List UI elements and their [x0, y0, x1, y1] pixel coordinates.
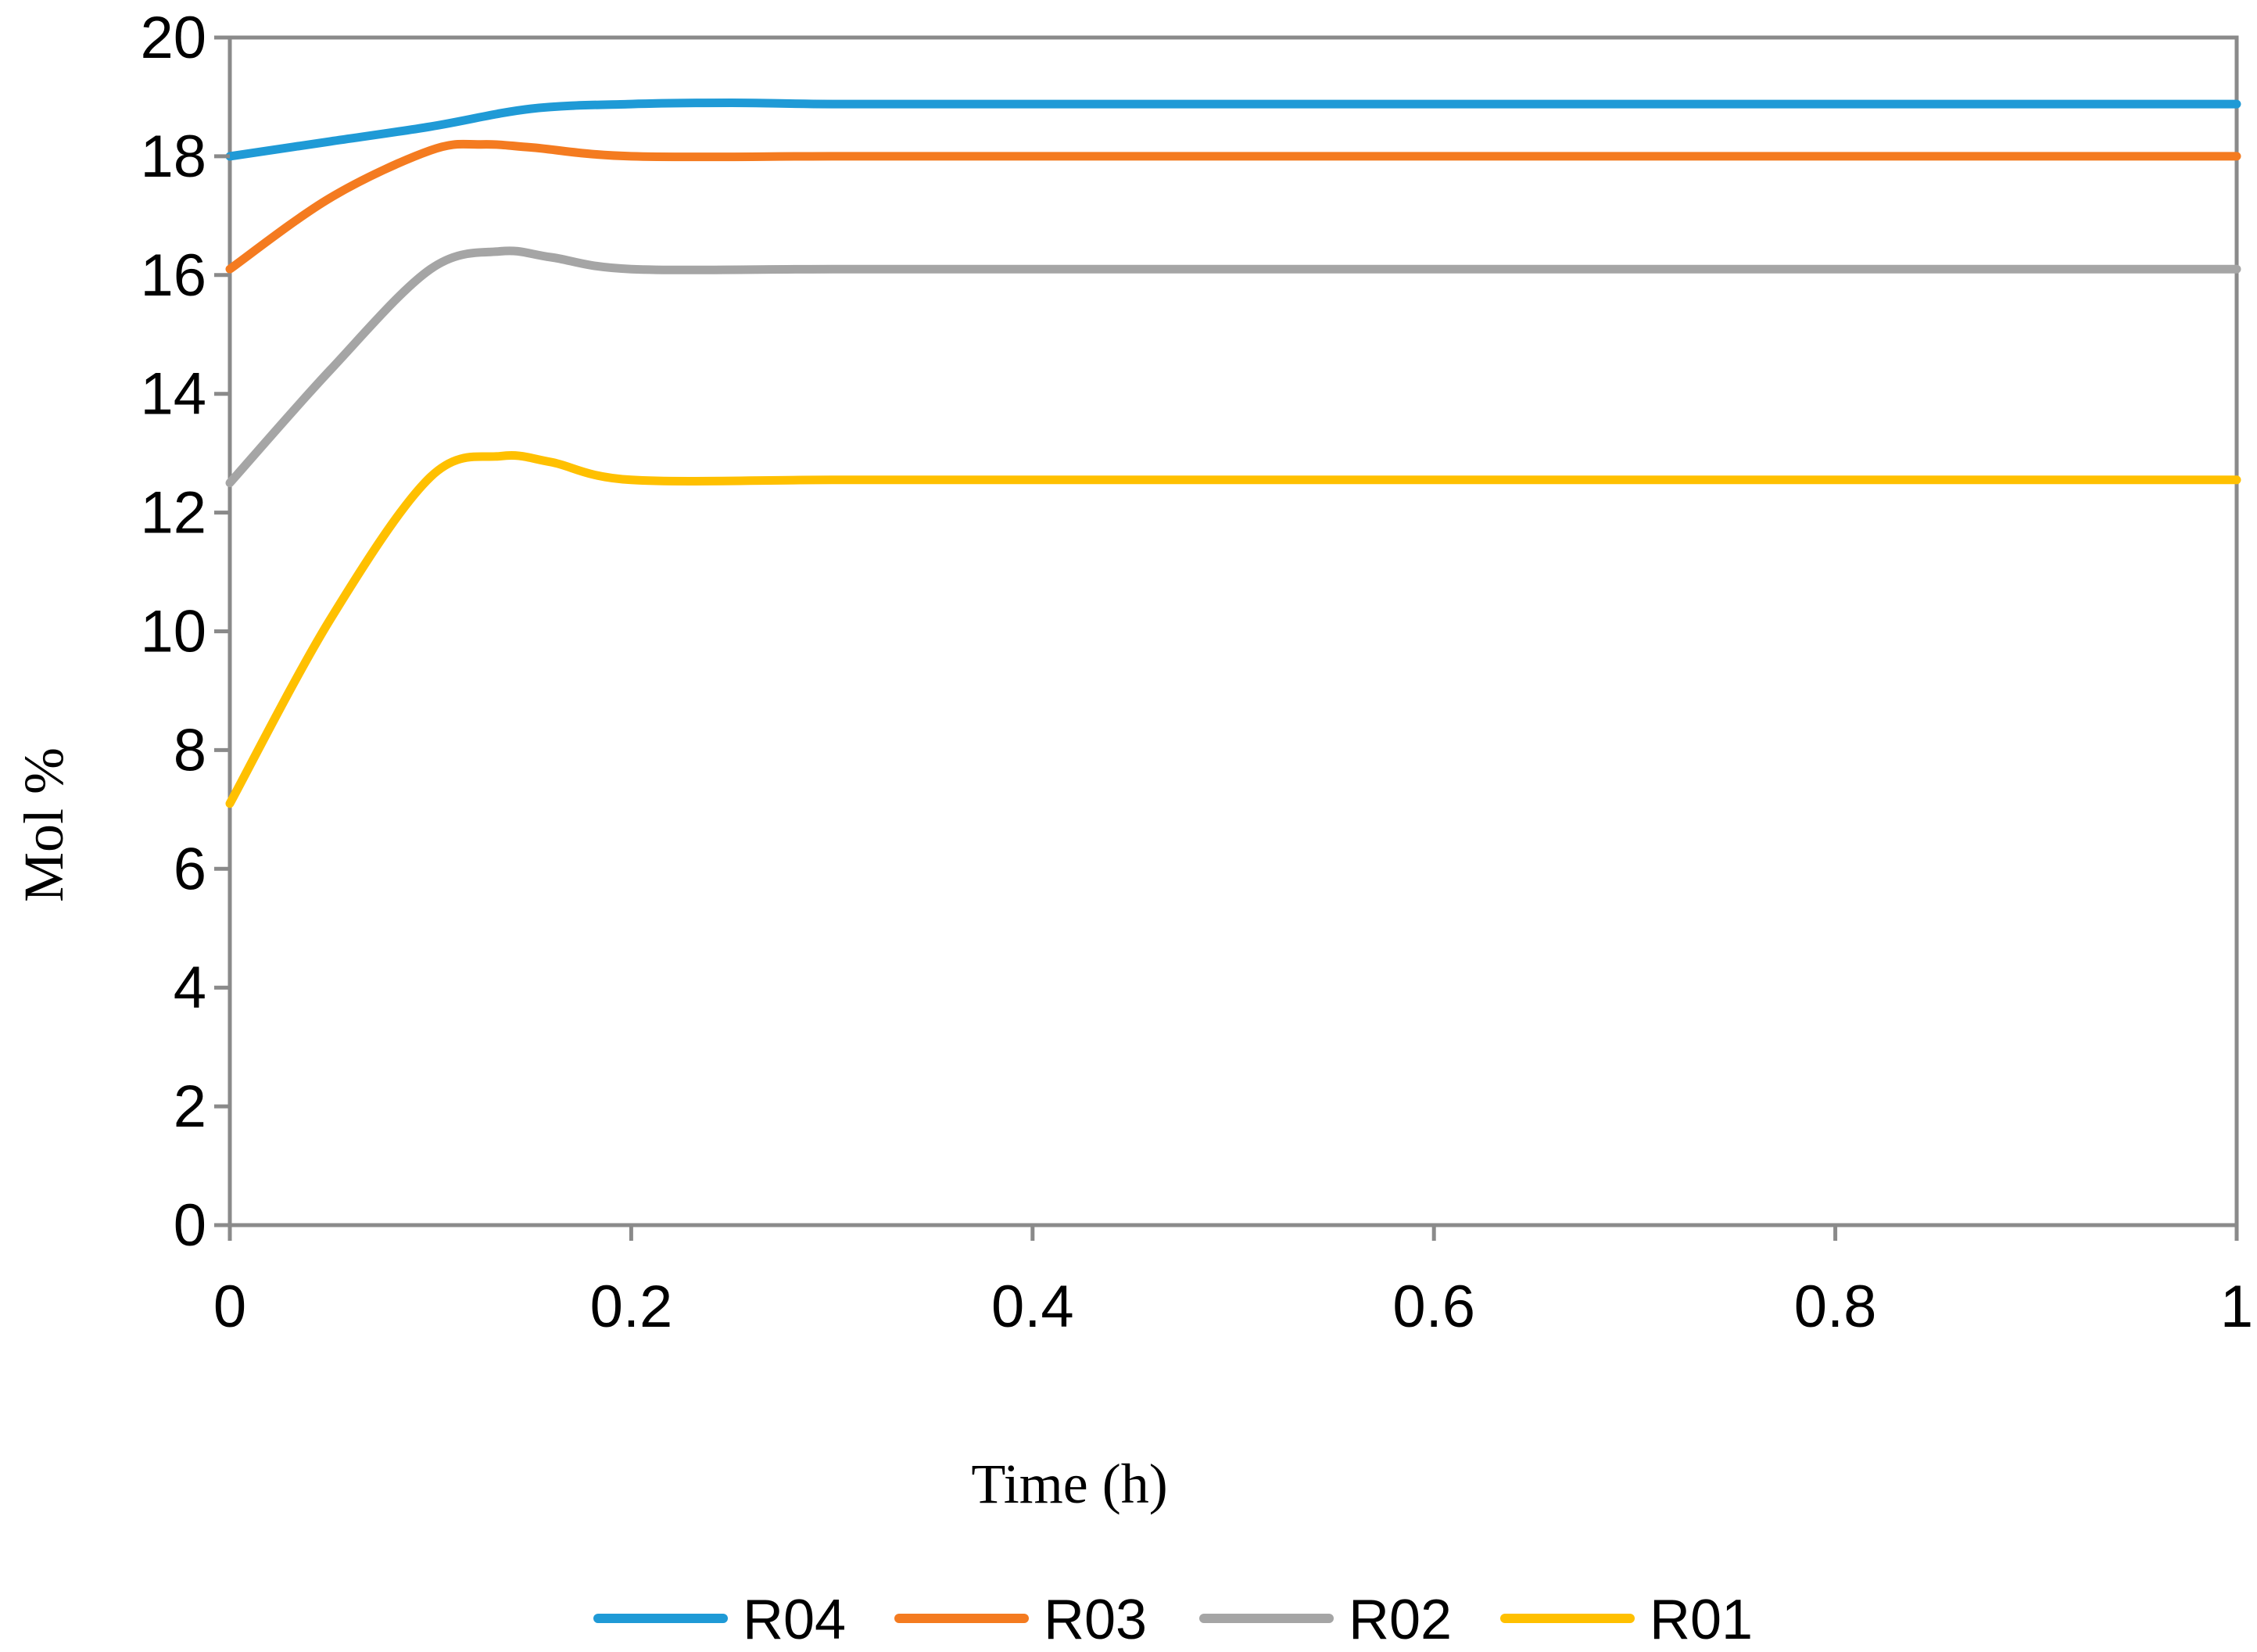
legend-label-r02: R02	[1349, 1589, 1452, 1651]
x-tick-label: 0.8	[1794, 1274, 1877, 1340]
y-tick-label: 20	[140, 5, 206, 71]
y-axis-title: Mol %	[13, 747, 75, 902]
legend-label-r01: R01	[1650, 1589, 1753, 1651]
y-tick-label: 2	[174, 1073, 206, 1140]
legend-label-r03: R03	[1044, 1589, 1147, 1651]
series-line-r02	[225, 246, 2241, 488]
series-line-r03	[225, 139, 2241, 274]
y-tick-label: 12	[140, 480, 206, 546]
y-tick-label: 10	[140, 599, 206, 665]
y-tick-label: 0	[174, 1192, 206, 1259]
x-tick-label: 0	[213, 1274, 246, 1340]
x-tick-label: 0.4	[991, 1274, 1074, 1340]
series-line-r01	[225, 451, 2241, 808]
plot-area-border	[227, 35, 2239, 1227]
x-axis-title: Time (h)	[971, 1453, 1167, 1515]
series-line-r04	[225, 99, 2241, 161]
x-tick-label: 0.2	[590, 1274, 673, 1340]
y-tick-label: 8	[174, 717, 206, 783]
y-tick-label: 14	[140, 361, 206, 428]
x-tick-label: 1	[2220, 1274, 2253, 1340]
legend-label-r04: R04	[743, 1589, 846, 1651]
y-tick-label: 6	[174, 836, 206, 902]
y-tick-label: 16	[140, 242, 206, 309]
y-tick-label: 4	[174, 955, 206, 1021]
y-tick-label: 18	[140, 124, 206, 190]
x-tick-label: 0.6	[1392, 1274, 1475, 1340]
